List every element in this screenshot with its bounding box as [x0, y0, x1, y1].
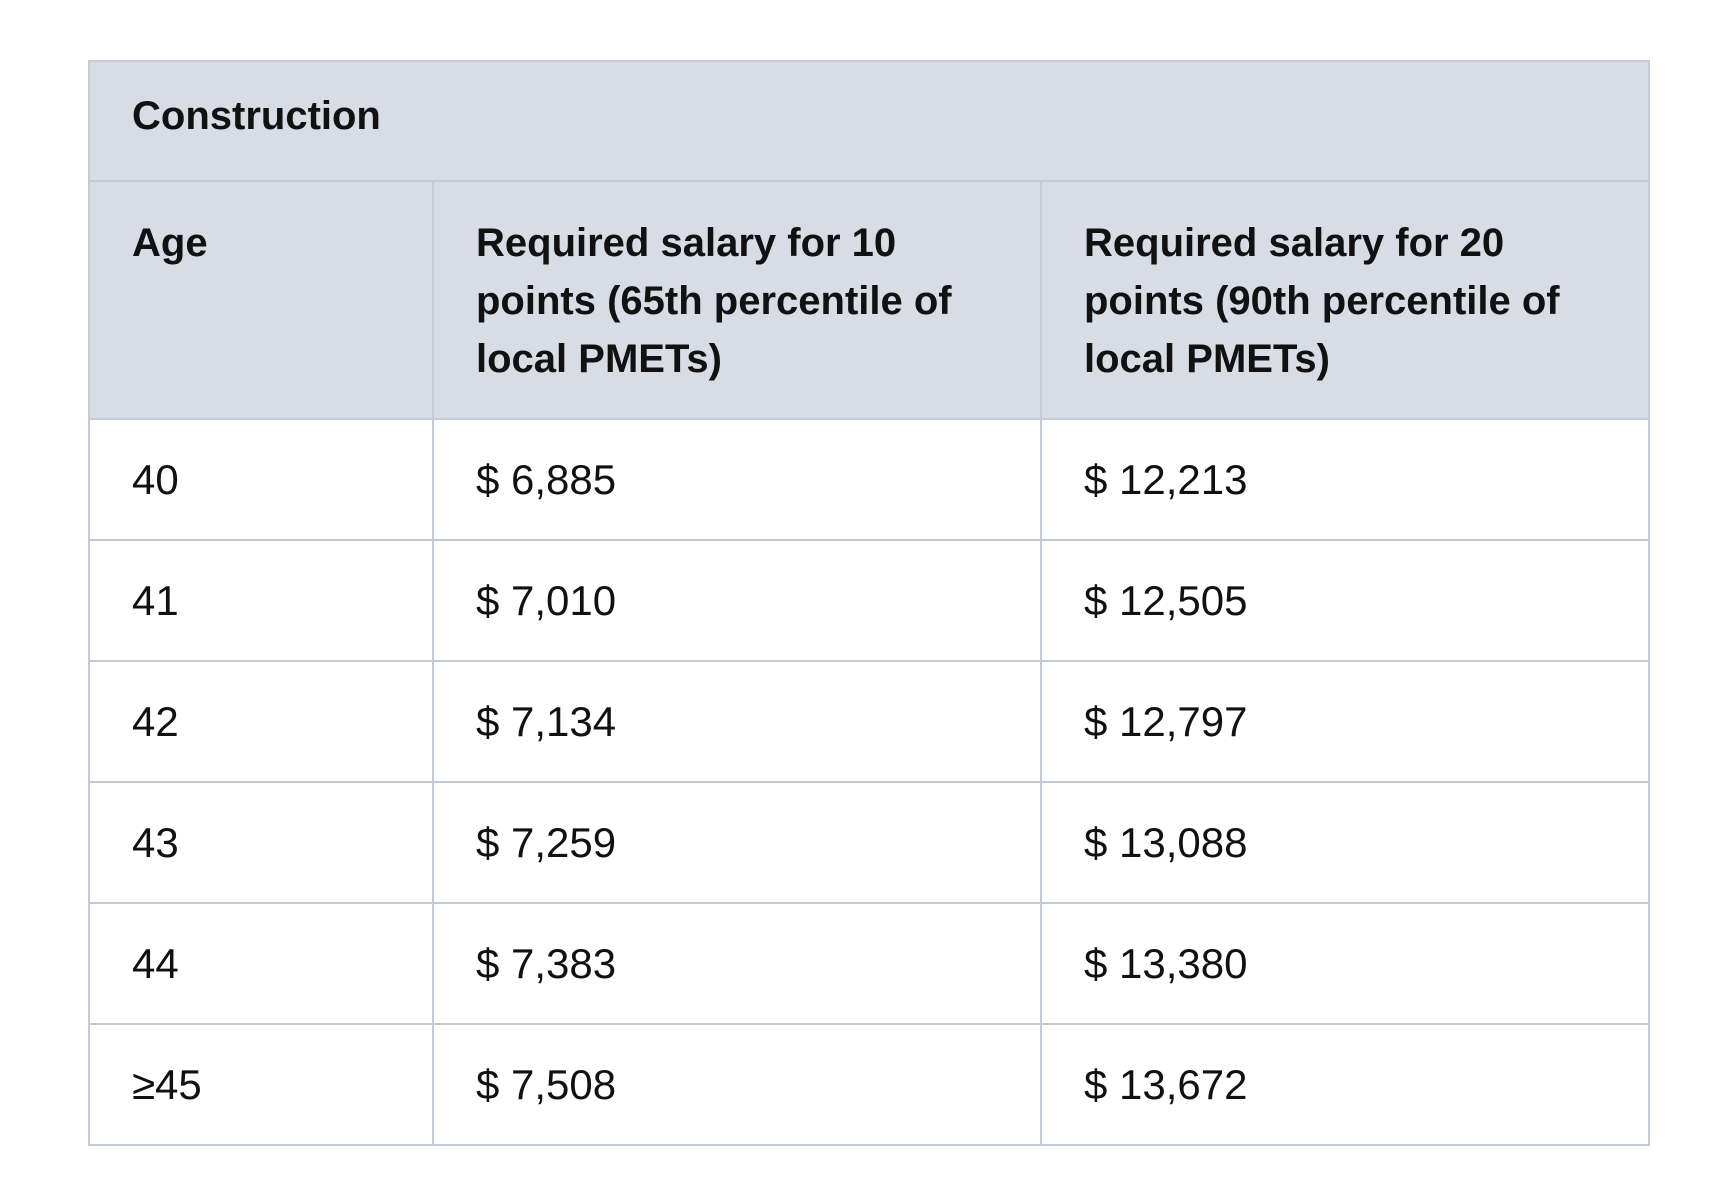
salary-table: Construction Age Required salary for 10 … [88, 60, 1650, 1146]
table-title: Construction [88, 60, 1650, 182]
salary-table-container: Construction Age Required salary for 10 … [88, 60, 1650, 1146]
salary-20-points-cell: $ 12,505 [1040, 539, 1650, 662]
salary-20-points-cell: $ 13,672 [1040, 1023, 1650, 1146]
table-row: ≥45 $ 7,508 $ 13,672 [88, 1023, 1650, 1146]
age-cell: 40 [88, 418, 434, 541]
table-row: 44 $ 7,383 $ 13,380 [88, 902, 1650, 1025]
table-row: 41 $ 7,010 $ 12,505 [88, 539, 1650, 662]
age-cell: 41 [88, 539, 434, 662]
age-cell: 43 [88, 781, 434, 904]
column-header-salary-10-points: Required salary for 10 points (65th perc… [432, 180, 1042, 420]
table-row: 42 $ 7,134 $ 12,797 [88, 660, 1650, 783]
table-row: 40 $ 6,885 $ 12,213 [88, 418, 1650, 541]
salary-10-points-cell: $ 7,259 [432, 781, 1042, 904]
salary-20-points-cell: $ 12,797 [1040, 660, 1650, 783]
salary-20-points-cell: $ 13,088 [1040, 781, 1650, 904]
age-cell: ≥45 [88, 1023, 434, 1146]
salary-10-points-cell: $ 7,383 [432, 902, 1042, 1025]
column-header-row: Age Required salary for 10 points (65th … [88, 180, 1650, 420]
age-cell: 42 [88, 660, 434, 783]
table-row: 43 $ 7,259 $ 13,088 [88, 781, 1650, 904]
salary-10-points-cell: $ 6,885 [432, 418, 1042, 541]
column-header-salary-20-points: Required salary for 20 points (90th perc… [1040, 180, 1650, 420]
table-title-row: Construction [88, 60, 1650, 182]
salary-10-points-cell: $ 7,134 [432, 660, 1042, 783]
age-cell: 44 [88, 902, 434, 1025]
salary-20-points-cell: $ 13,380 [1040, 902, 1650, 1025]
salary-10-points-cell: $ 7,508 [432, 1023, 1042, 1146]
column-header-age: Age [88, 180, 434, 420]
salary-10-points-cell: $ 7,010 [432, 539, 1042, 662]
salary-20-points-cell: $ 12,213 [1040, 418, 1650, 541]
